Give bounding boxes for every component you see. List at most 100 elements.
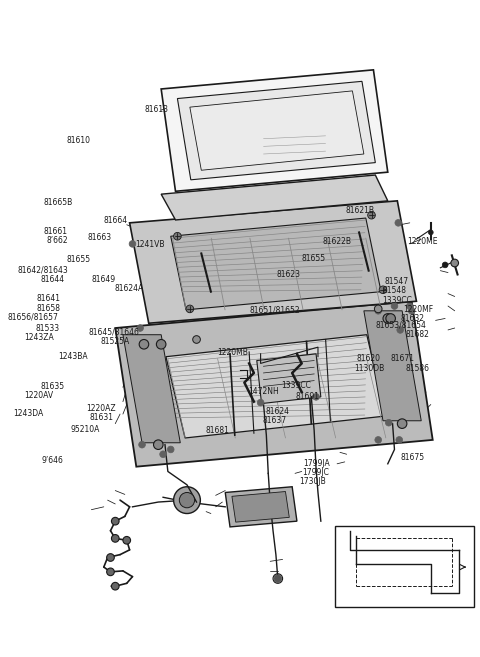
Circle shape: [274, 575, 282, 582]
Text: 8’662: 8’662: [46, 236, 68, 245]
Polygon shape: [257, 354, 321, 403]
Text: 1472NH: 1472NH: [248, 387, 279, 396]
Circle shape: [374, 305, 382, 313]
Circle shape: [107, 568, 114, 576]
Text: 1799JA: 1799JA: [303, 459, 330, 468]
Text: 81586: 81586: [405, 363, 429, 373]
Text: 81624: 81624: [265, 407, 289, 416]
Text: 81620: 81620: [357, 354, 381, 363]
Text: 1220ME: 1220ME: [408, 237, 438, 246]
Circle shape: [429, 230, 433, 235]
Circle shape: [107, 554, 114, 561]
Text: 81613: 81613: [145, 105, 169, 114]
Circle shape: [257, 399, 264, 406]
Polygon shape: [123, 334, 180, 443]
Text: 1241VB: 1241VB: [135, 240, 164, 250]
Text: 81675: 81675: [401, 453, 425, 462]
Text: 81671: 81671: [391, 354, 415, 363]
Text: 81624A: 81624A: [114, 284, 144, 293]
Circle shape: [386, 313, 396, 323]
Text: 9’646: 9’646: [41, 456, 63, 465]
Circle shape: [375, 436, 382, 443]
Polygon shape: [161, 175, 388, 220]
Circle shape: [137, 325, 144, 331]
Circle shape: [312, 394, 319, 400]
Circle shape: [375, 307, 382, 314]
Circle shape: [442, 262, 448, 268]
Circle shape: [368, 212, 375, 219]
Text: 81655: 81655: [67, 255, 91, 264]
Text: 81653/81654: 81653/81654: [375, 321, 426, 330]
Text: 81664: 81664: [103, 216, 128, 225]
Text: 81642/81643: 81642/81643: [17, 265, 68, 275]
Text: 81621B: 81621B: [346, 206, 374, 215]
Circle shape: [391, 303, 398, 309]
Text: 81632: 81632: [401, 314, 425, 323]
Circle shape: [111, 517, 119, 525]
Text: 1220MB: 1220MB: [217, 348, 248, 357]
Circle shape: [385, 419, 392, 426]
Circle shape: [395, 219, 402, 226]
Polygon shape: [364, 311, 421, 420]
Polygon shape: [225, 487, 297, 527]
Circle shape: [407, 303, 413, 309]
Polygon shape: [115, 302, 432, 466]
Text: 81533: 81533: [36, 324, 60, 333]
Text: 1339CC: 1339CC: [281, 381, 311, 390]
Text: 1243ZA: 1243ZA: [24, 333, 54, 342]
Circle shape: [139, 442, 145, 448]
Circle shape: [397, 419, 407, 428]
Circle shape: [111, 582, 119, 590]
Text: 81658: 81658: [37, 304, 61, 313]
Circle shape: [192, 336, 200, 344]
Text: 81623: 81623: [276, 270, 300, 279]
Circle shape: [451, 259, 458, 267]
Text: 1220AV: 1220AV: [24, 391, 53, 399]
Polygon shape: [178, 81, 375, 180]
Text: 81663: 81663: [87, 233, 111, 242]
Text: 81631: 81631: [90, 413, 114, 422]
Polygon shape: [130, 201, 417, 323]
Circle shape: [156, 340, 166, 349]
Text: 81637: 81637: [263, 416, 287, 424]
Text: 1220AZ: 1220AZ: [86, 404, 116, 413]
Text: 1243BA: 1243BA: [58, 352, 87, 361]
Text: 81661: 81661: [44, 227, 68, 237]
Text: 81691: 81691: [295, 392, 319, 401]
Circle shape: [160, 451, 167, 457]
Polygon shape: [190, 91, 364, 170]
Text: 1220MF: 1220MF: [403, 305, 433, 314]
Circle shape: [174, 487, 200, 514]
Text: 81651/81652: 81651/81652: [249, 305, 300, 314]
Text: 1339CC: 1339CC: [382, 296, 412, 305]
Circle shape: [379, 286, 387, 294]
Text: 1730JB: 1730JB: [300, 477, 326, 486]
Text: 81548: 81548: [382, 286, 406, 295]
Text: 95210A: 95210A: [71, 424, 100, 434]
Circle shape: [154, 440, 163, 449]
Polygon shape: [166, 334, 386, 438]
Polygon shape: [171, 218, 381, 310]
Circle shape: [396, 436, 403, 443]
Text: 81622B: 81622B: [323, 237, 351, 246]
Polygon shape: [232, 491, 289, 522]
Text: 81635: 81635: [40, 382, 65, 391]
Text: 1799JC: 1799JC: [302, 468, 329, 477]
Text: 81649: 81649: [92, 275, 116, 284]
Text: 81665B: 81665B: [43, 198, 72, 208]
Circle shape: [186, 305, 193, 313]
Circle shape: [180, 493, 194, 508]
Circle shape: [174, 233, 181, 240]
Text: 81681: 81681: [205, 426, 229, 436]
Circle shape: [123, 537, 131, 544]
Circle shape: [111, 535, 119, 542]
Text: 81525A: 81525A: [100, 336, 130, 346]
Circle shape: [397, 327, 404, 333]
Text: 81610: 81610: [67, 135, 91, 145]
Polygon shape: [161, 70, 388, 191]
Text: 81641: 81641: [37, 294, 61, 303]
Text: 81644: 81644: [40, 275, 65, 284]
Circle shape: [168, 446, 174, 453]
Text: 81645/81646: 81645/81646: [88, 327, 139, 336]
Circle shape: [139, 340, 149, 349]
